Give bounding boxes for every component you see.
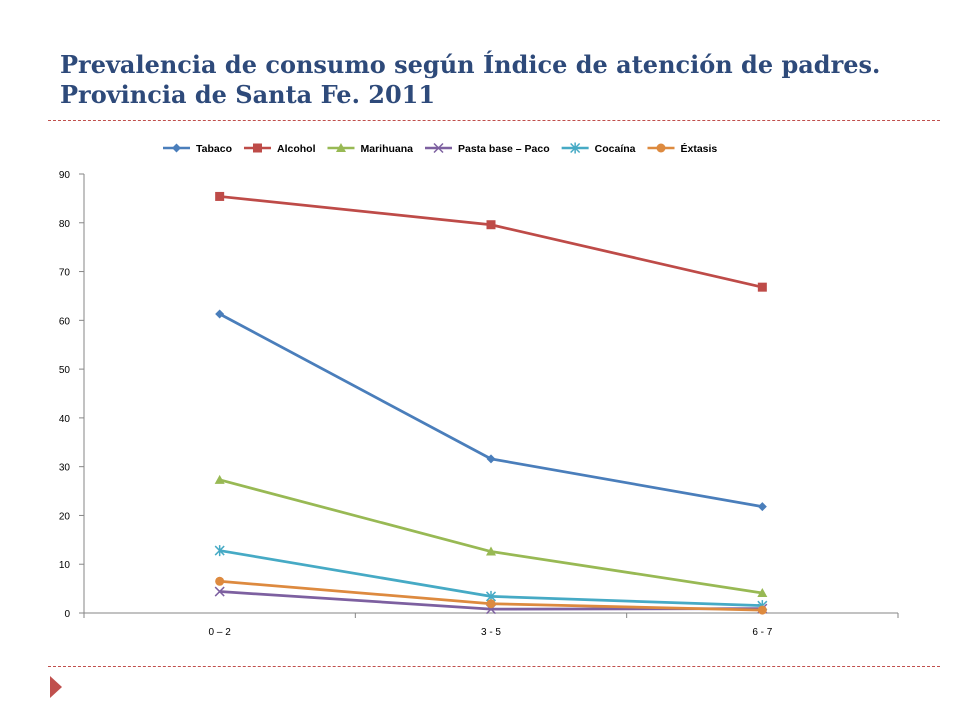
legend-item-cocaina: Cocaína bbox=[561, 142, 636, 155]
series-line bbox=[219, 478, 763, 595]
top-divider bbox=[48, 120, 940, 121]
series-alcohol bbox=[215, 191, 767, 292]
chart-axes: 0 10 20 30 40 50 60 70 80 90 0 – 2 3 - 5 6 - 7 bbox=[59, 170, 899, 638]
legend-item-alcohol: Alcohol bbox=[243, 143, 316, 155]
y-tick-label: 40 bbox=[59, 414, 71, 425]
x-tick-label: 6 - 7 bbox=[752, 627, 772, 638]
legend-item-tabaco: Tabaco bbox=[163, 143, 232, 155]
legend-label: Cocaína bbox=[595, 143, 636, 155]
x-tick-label: 0 – 2 bbox=[209, 627, 232, 638]
series-line bbox=[219, 312, 763, 509]
data-point bbox=[757, 502, 767, 512]
x-tick-label: 3 - 5 bbox=[481, 627, 501, 638]
data-point bbox=[215, 576, 225, 586]
legend-marker bbox=[433, 142, 444, 154]
series-marihuana bbox=[214, 474, 768, 598]
y-tick-label: 90 bbox=[59, 170, 71, 181]
y-tick-label: 10 bbox=[59, 560, 71, 571]
legend-label: Alcohol bbox=[277, 143, 316, 155]
legend-marker bbox=[252, 143, 262, 153]
data-point bbox=[215, 191, 225, 201]
legend-marker bbox=[656, 143, 666, 153]
slide-title: Prevalencia de consumo según Índice de a… bbox=[60, 50, 940, 110]
chart-legend: Tabaco Alcohol Marihuana Pasta base – Paco C… bbox=[163, 142, 717, 155]
y-tick-label: 60 bbox=[59, 316, 71, 327]
data-point bbox=[486, 220, 496, 230]
legend-label: Marihuana bbox=[360, 143, 413, 155]
slide-bullet-arrow-icon bbox=[50, 676, 62, 698]
data-point bbox=[214, 545, 225, 557]
data-point bbox=[757, 282, 767, 292]
series-extasis bbox=[215, 576, 767, 615]
data-point bbox=[214, 586, 225, 597]
legend-item-marihuana: Marihuana bbox=[327, 143, 413, 155]
y-tick-label: 70 bbox=[59, 268, 71, 279]
chart-series bbox=[214, 191, 768, 615]
data-point bbox=[486, 546, 496, 556]
legend-marker bbox=[172, 143, 181, 153]
y-tick-label: 80 bbox=[59, 219, 71, 230]
data-point bbox=[757, 588, 768, 598]
data-point bbox=[757, 605, 767, 615]
legend-marker bbox=[570, 142, 581, 154]
series-line bbox=[219, 195, 763, 289]
legend-label: Tabaco bbox=[196, 143, 232, 155]
slide-title-line2: Provincia de Santa Fe. 2011 bbox=[60, 80, 436, 109]
series-tabaco bbox=[215, 309, 767, 512]
bottom-divider bbox=[48, 666, 940, 667]
data-point bbox=[215, 309, 225, 319]
y-tick-label: 0 bbox=[64, 609, 70, 620]
legend-item-extasis: Éxtasis bbox=[647, 142, 718, 155]
data-point bbox=[486, 599, 496, 609]
y-tick-label: 50 bbox=[59, 365, 71, 376]
data-point bbox=[486, 454, 496, 464]
legend-marker bbox=[335, 143, 346, 152]
legend-label: Pasta base – Paco bbox=[458, 143, 550, 155]
y-tick-label: 30 bbox=[59, 463, 71, 474]
legend-item-pasta-base-paco: Pasta base – Paco bbox=[425, 142, 550, 155]
y-tick-label: 20 bbox=[59, 511, 71, 522]
data-point bbox=[214, 474, 225, 484]
slide-title-line1: Prevalencia de consumo según Índice de a… bbox=[60, 50, 881, 79]
legend-label: Éxtasis bbox=[681, 142, 718, 155]
